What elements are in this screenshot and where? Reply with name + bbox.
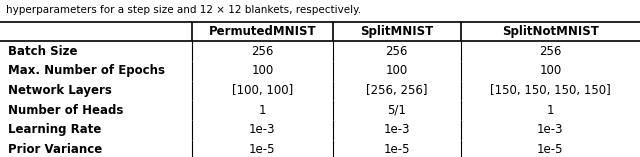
Text: hyperparameters for a step size and 12 × 12 blankets, respectively.: hyperparameters for a step size and 12 ×… xyxy=(6,5,362,15)
